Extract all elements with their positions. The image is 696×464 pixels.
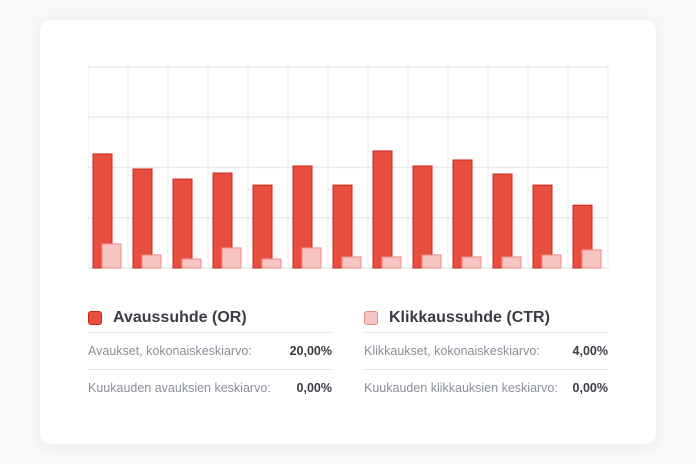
bar-ctr — [581, 249, 602, 269]
stat-value: 4,00% — [572, 344, 608, 358]
legend-swatch-or — [88, 311, 102, 325]
legend-swatch-ctr — [364, 311, 378, 325]
bar-ctr — [381, 256, 402, 269]
bar-ctr — [541, 254, 562, 269]
bar-ctr — [341, 256, 362, 269]
stat-value: 20,00% — [289, 344, 332, 358]
bar-or — [252, 184, 273, 269]
stat-value: 0,00% — [572, 381, 608, 395]
stat-row: Kuukauden klikkauksien keskiarvo: 0,00% — [364, 369, 608, 406]
bar-or — [372, 150, 393, 269]
stat-value: 0,00% — [296, 381, 332, 395]
legend-label-or: Avaussuhde (OR) — [113, 309, 247, 326]
chart-card: Avaussuhde (OR) Avaukset, kokonaiskeskia… — [40, 20, 656, 444]
bar-ctr — [301, 247, 322, 269]
bar-chart — [88, 66, 609, 269]
bar-ctr — [181, 258, 202, 269]
legend-ctr: Klikkaussuhde (CTR) Klikkaukset, kokonai… — [364, 304, 608, 406]
bar-or — [172, 178, 193, 269]
bar-or — [492, 173, 513, 269]
bar-ctr — [461, 256, 482, 269]
bar-ctr — [101, 243, 122, 269]
bar-ctr — [421, 254, 442, 269]
bar-ctr — [501, 256, 522, 269]
legend-label-ctr: Klikkaussuhde (CTR) — [389, 309, 550, 326]
bar-or — [132, 168, 153, 269]
bar-ctr — [141, 254, 162, 269]
stat-label: Kuukauden klikkauksien keskiarvo: — [364, 381, 558, 395]
bar-or — [332, 184, 353, 269]
stat-row: Klikkaukset, kokonaiskeskiarvo: 4,00% — [364, 332, 608, 369]
bar-ctr — [221, 247, 242, 269]
stat-label: Kuukauden avauksien keskiarvo: — [88, 381, 271, 395]
legend-or: Avaussuhde (OR) Avaukset, kokonaiskeskia… — [88, 304, 332, 406]
bar-ctr — [261, 258, 282, 269]
bar-or — [452, 159, 473, 269]
bar-or — [412, 165, 433, 269]
stat-row: Avaukset, kokonaiskeskiarvo: 20,00% — [88, 332, 332, 369]
stat-label: Avaukset, kokonaiskeskiarvo: — [88, 344, 252, 358]
stat-row: Kuukauden avauksien keskiarvo: 0,00% — [88, 369, 332, 406]
stat-label: Klikkaukset, kokonaiskeskiarvo: — [364, 344, 540, 358]
